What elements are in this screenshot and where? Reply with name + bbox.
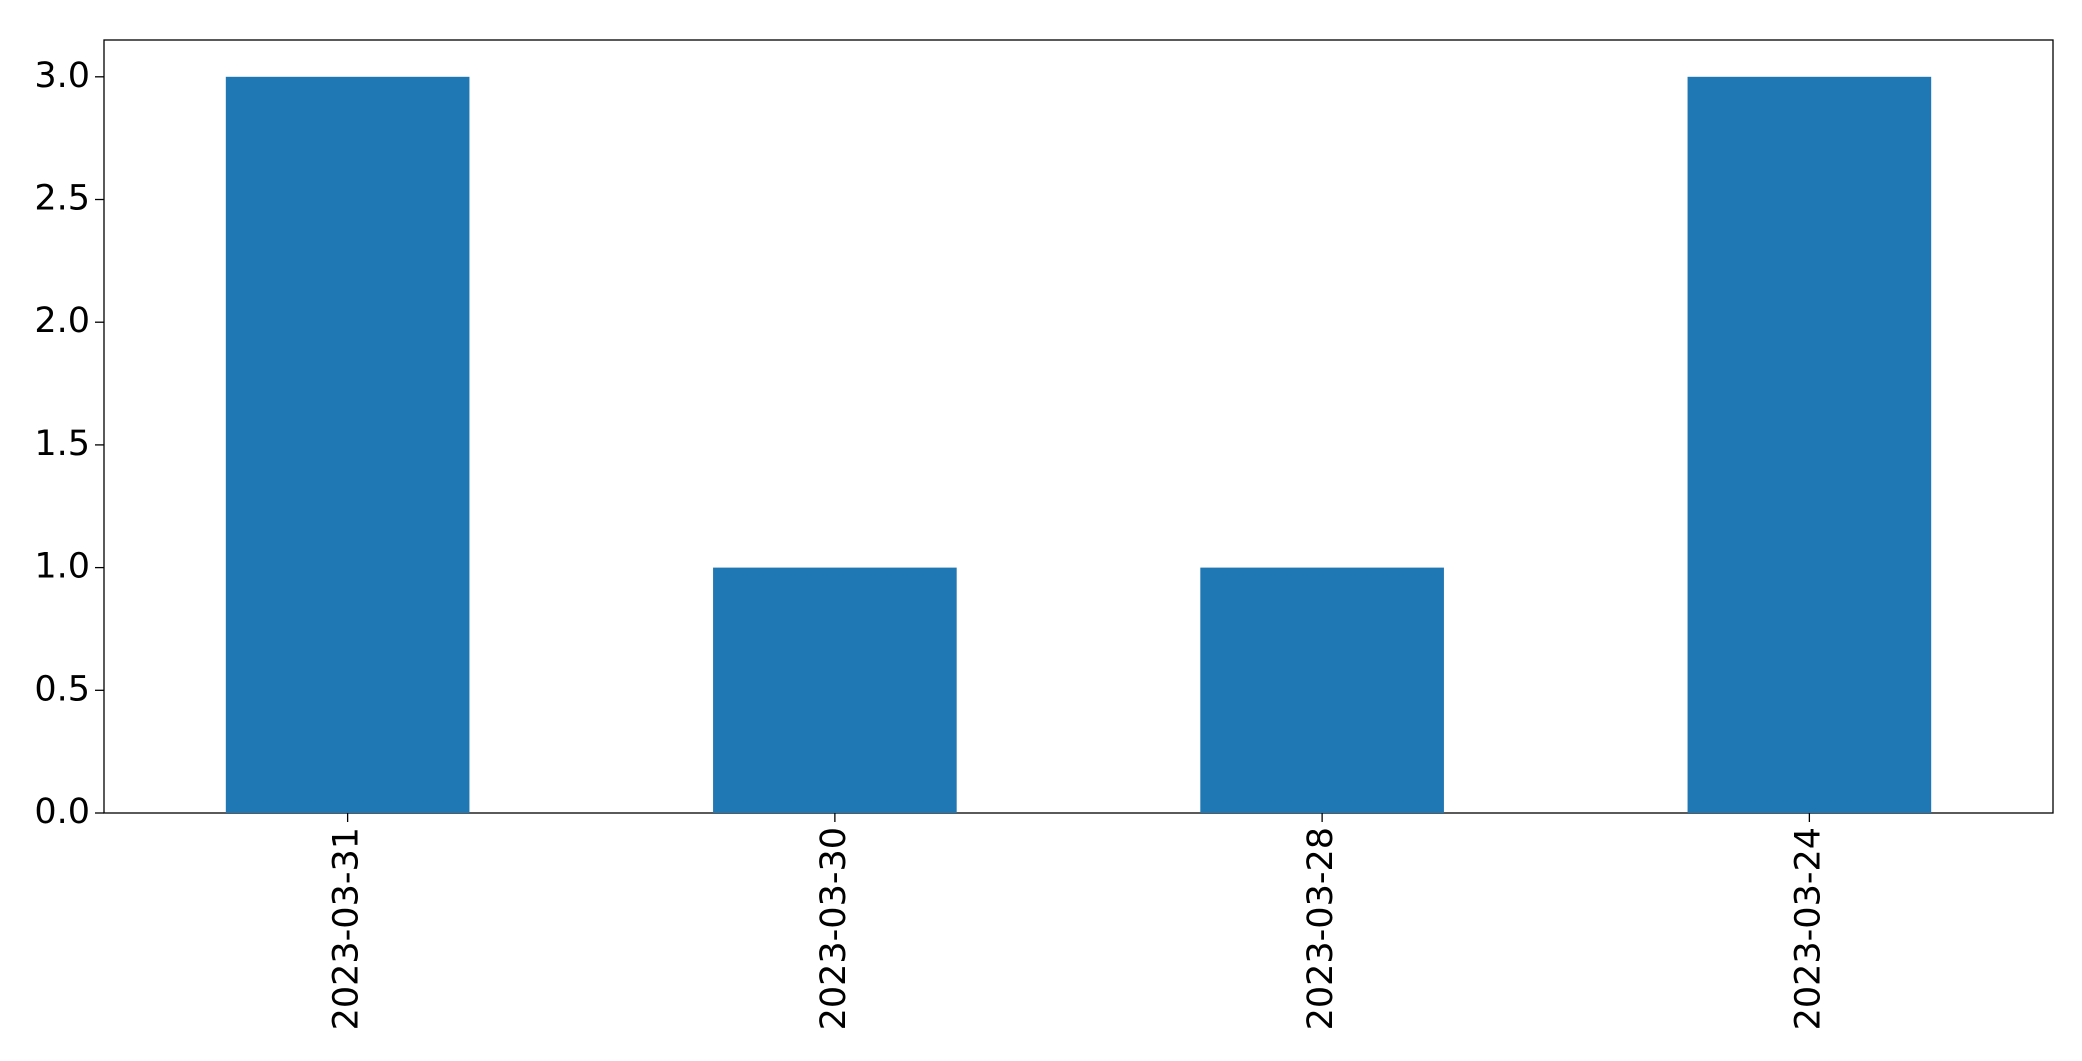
- plot-frame: [103, 39, 2054, 814]
- bar: [225, 76, 470, 814]
- bar: [713, 567, 957, 813]
- x-tick-label: 2023-03-24: [1788, 827, 1828, 1030]
- y-tick-label: 2.0: [34, 301, 90, 341]
- x-tick-label: 2023-03-31: [327, 827, 367, 1030]
- x-tick-label: 2023-03-30: [814, 827, 854, 1030]
- y-tick-label: 0.0: [34, 792, 90, 832]
- y-tick-label: 1.5: [34, 424, 90, 464]
- y-tick-label: 1.0: [34, 547, 90, 587]
- bar: [1200, 567, 1444, 813]
- y-tick-label: 0.5: [34, 669, 90, 709]
- y-tick-label: 3.0: [34, 56, 90, 96]
- bar: [1687, 76, 1932, 814]
- y-tick-label: 2.5: [34, 179, 90, 219]
- x-tick-label: 2023-03-28: [1301, 827, 1341, 1030]
